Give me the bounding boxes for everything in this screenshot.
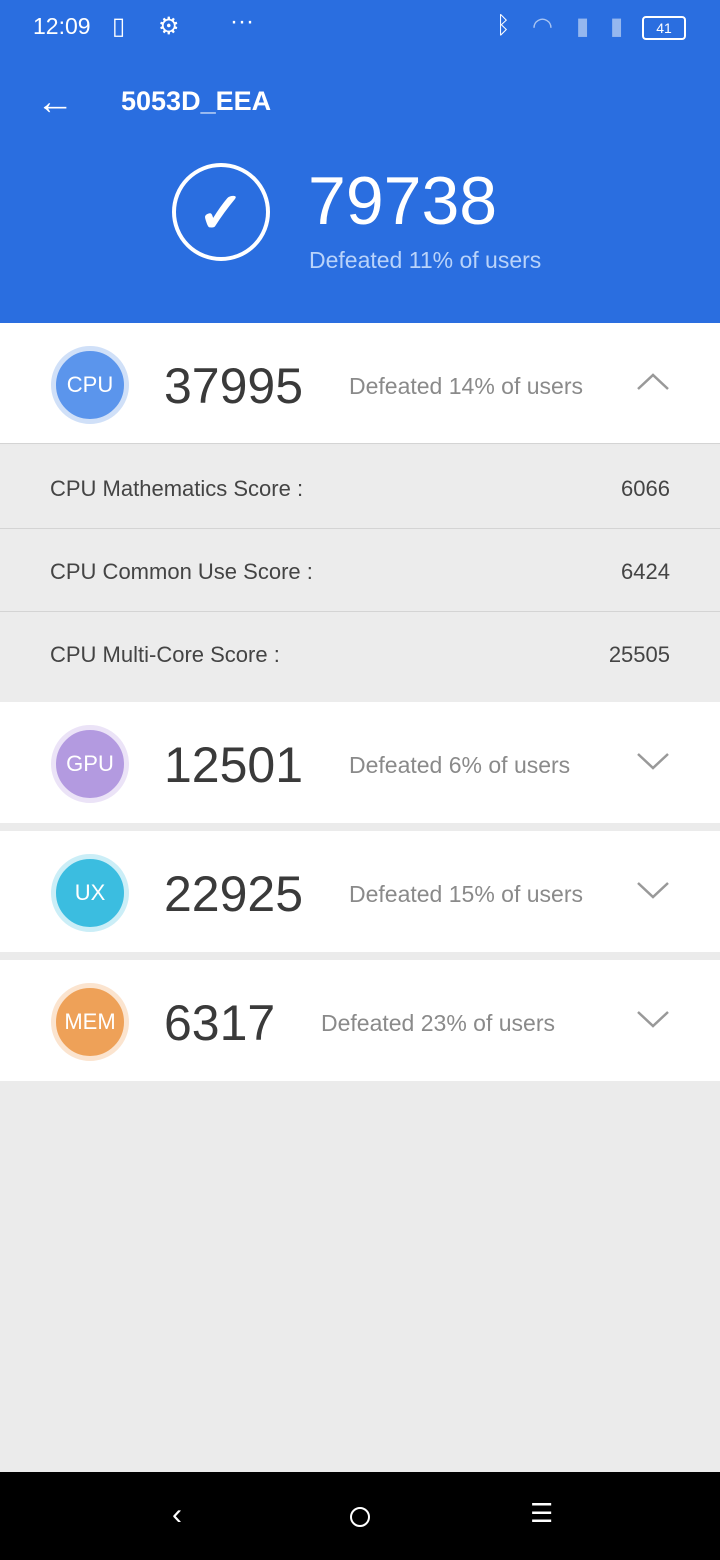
chevron-down-icon[interactable] [636, 1004, 670, 1034]
wifi-icon: ◠ [532, 13, 553, 40]
battery-icon: 41 [642, 16, 686, 40]
nav-back-icon[interactable]: ‹ [172, 1498, 182, 1531]
chevron-down-icon[interactable] [636, 746, 670, 776]
cpu-detail-row: CPU Mathematics Score : 6066 [0, 446, 720, 529]
total-defeated: Defeated 11% of users [309, 247, 542, 273]
detail-value: 6066 [621, 476, 670, 501]
gpu-score: 12501 [164, 737, 304, 793]
detail-label: CPU Multi-Core Score : [50, 642, 280, 667]
ux-badge: UX [51, 854, 129, 932]
detail-label: CPU Mathematics Score : [50, 476, 304, 501]
header: 12:09 ▯ ⚙ ··· ᛒ ◠ ▮ ▮ 41 ← 5053D_EEA ✓ 7… [0, 0, 720, 323]
ux-defeated: Defeated 15% of users [349, 881, 583, 907]
cpu-defeated: Defeated 14% of users [349, 373, 583, 399]
status-bar: 12:09 ▯ ⚙ ··· ᛒ ◠ ▮ ▮ 41 [0, 0, 720, 56]
page-title: 5053D_EEA [121, 86, 272, 116]
cpu-detail-row: CPU Common Use Score : 6424 [0, 529, 720, 612]
settings-icon: ⚙ [158, 13, 180, 40]
clock: 12:09 [33, 13, 91, 39]
vibrate-icon: ▯ [112, 13, 126, 40]
cpu-score: 37995 [164, 358, 304, 414]
cpu-row[interactable]: CPU 37995 Defeated 14% of users [0, 323, 720, 444]
mem-score: 6317 [164, 995, 276, 1051]
gpu-badge: GPU [51, 725, 129, 803]
gpu-row[interactable]: GPU 12501 Defeated 6% of users [0, 702, 720, 823]
navigation-bar: ‹ ☰ [0, 1472, 720, 1560]
ux-row[interactable]: UX 22925 Defeated 15% of users [0, 831, 720, 952]
gpu-defeated: Defeated 6% of users [349, 752, 571, 778]
no-sim-icon: ▮ [576, 13, 590, 40]
nav-menu-icon[interactable]: ☰ [530, 1498, 554, 1528]
nav-home-icon[interactable] [350, 1507, 370, 1527]
chevron-down-icon[interactable] [636, 875, 670, 905]
cpu-badge: CPU [51, 346, 129, 424]
back-button[interactable]: ← [36, 81, 74, 123]
total-score: 79738 [308, 163, 498, 239]
ux-score: 22925 [164, 866, 304, 922]
detail-value: 6424 [621, 559, 670, 584]
detail-value: 25505 [608, 642, 670, 667]
chevron-up-icon[interactable] [636, 367, 670, 397]
detail-label: CPU Common Use Score : [50, 559, 313, 584]
more-icon: ··· [230, 8, 254, 35]
bluetooth-icon: ᛒ [496, 12, 511, 39]
mem-badge: MEM [51, 983, 129, 1061]
checkmark-icon: ✓ [172, 163, 270, 261]
mem-row[interactable]: MEM 6317 Defeated 23% of users [0, 960, 720, 1081]
no-sim-icon: ▮ [610, 13, 624, 40]
mem-defeated: Defeated 23% of users [321, 1010, 555, 1036]
cpu-detail-row: CPU Multi-Core Score : 25505 [0, 612, 720, 702]
